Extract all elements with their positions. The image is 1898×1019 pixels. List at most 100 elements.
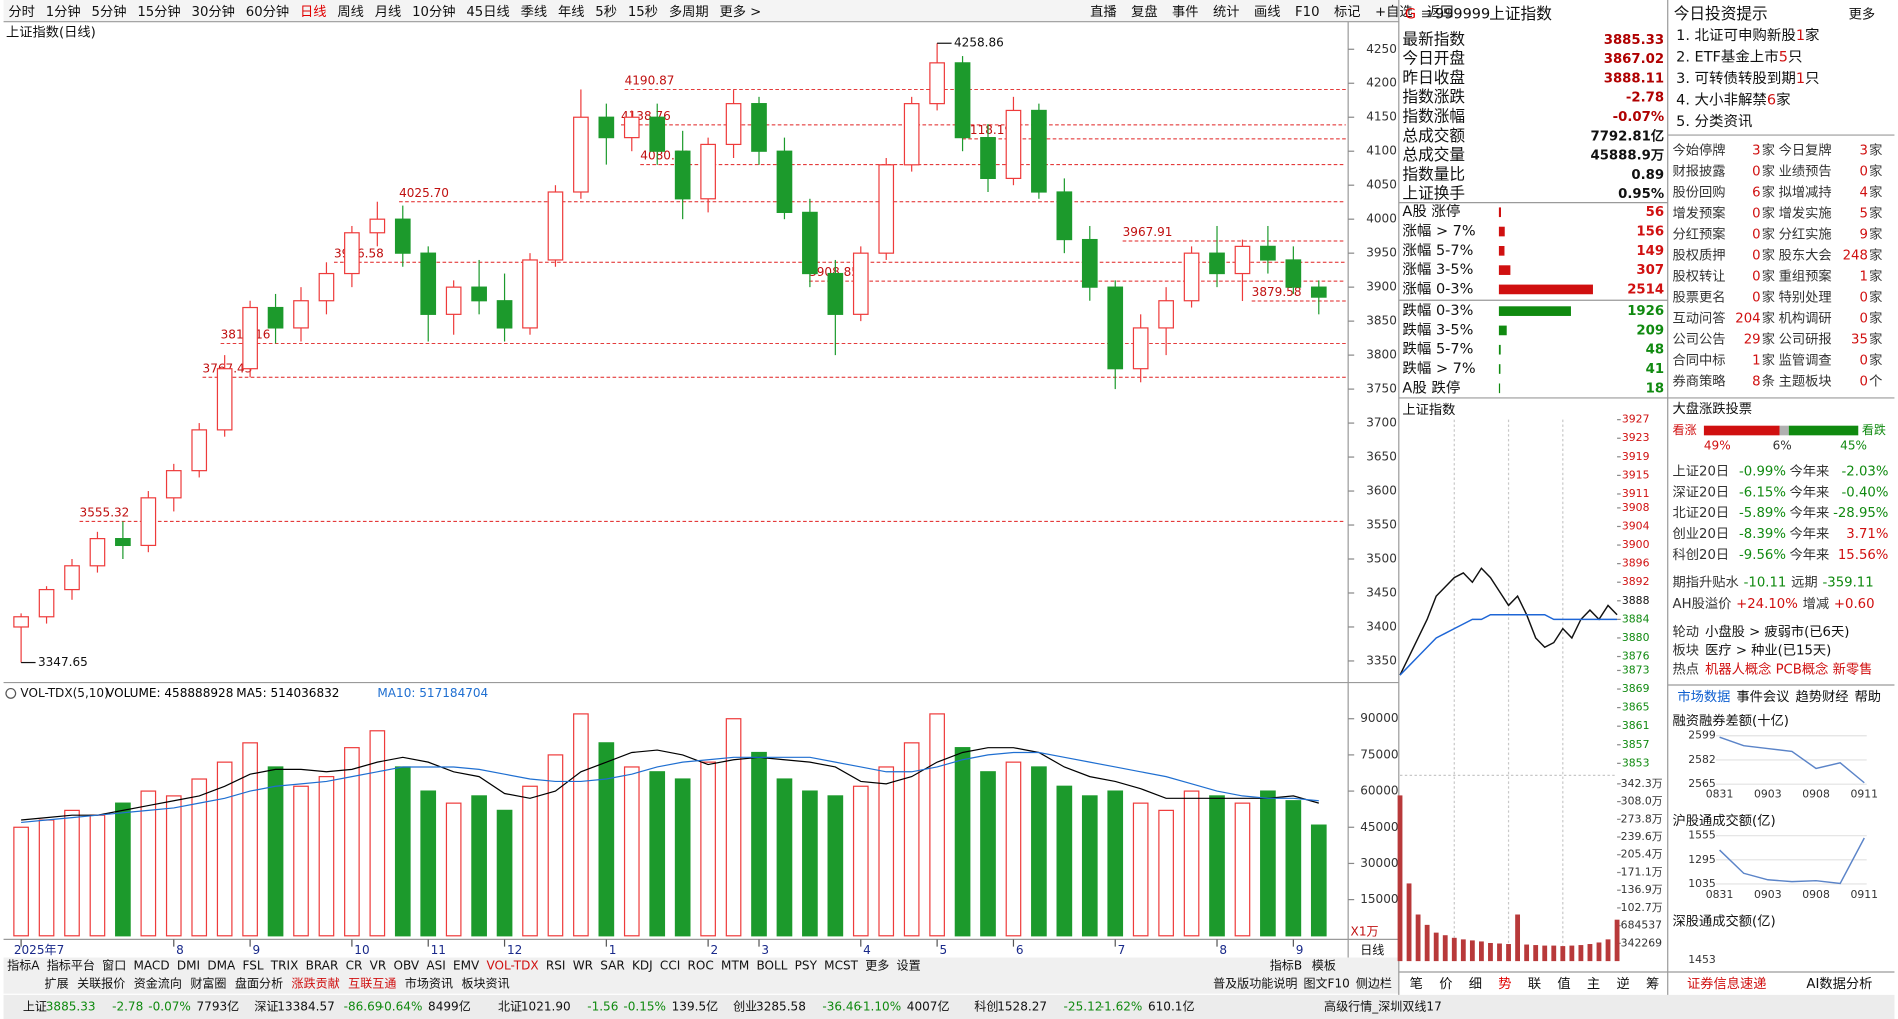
y-tick-label: 3950 xyxy=(1366,246,1397,260)
indicator-tab[interactable]: CCI xyxy=(660,958,680,972)
indicator-tab[interactable]: 指标平台 xyxy=(47,957,95,972)
tips-tab[interactable]: 帮助 xyxy=(1855,689,1882,705)
sub-tab[interactable]: 互联互通 xyxy=(348,977,396,991)
quote-tab[interactable]: 价 xyxy=(1439,977,1452,992)
tips-tab[interactable]: 事件会议 xyxy=(1736,689,1789,705)
sub-tab[interactable]: 关联报价 xyxy=(77,976,125,991)
indicator-tab[interactable]: 指标A xyxy=(7,957,40,972)
indicator-tab[interactable]: PSY xyxy=(795,958,818,972)
quote-tab[interactable]: 主 xyxy=(1587,976,1600,992)
indicator-tab[interactable]: KDJ xyxy=(632,958,653,972)
period-tab[interactable]: 15分钟 xyxy=(137,3,180,20)
indicator-tab[interactable]: 指标B xyxy=(1270,957,1302,972)
more-link[interactable]: 更多 xyxy=(1849,5,1876,22)
quote-tab[interactable]: 值 xyxy=(1557,976,1570,992)
indicator-tab[interactable]: ROC xyxy=(688,958,714,972)
tips-tab[interactable]: 市场数据 xyxy=(1677,688,1730,705)
period-tab[interactable]: 5秒 xyxy=(595,4,617,20)
indicator-tab[interactable]: WR xyxy=(573,958,594,972)
indicator-tab[interactable]: EMV xyxy=(453,958,480,972)
return-value: -9.56% xyxy=(1739,548,1786,563)
period-tab[interactable]: 更多 > xyxy=(719,3,761,20)
indicator-tab[interactable]: FSL xyxy=(242,958,263,972)
tool-button[interactable]: +自选 xyxy=(1375,4,1413,20)
sub-tab[interactable]: 资金流向 xyxy=(134,976,182,991)
candle-body xyxy=(751,103,767,152)
tool-button[interactable]: 复盘 xyxy=(1131,3,1158,20)
indicator-tab[interactable]: BOLL xyxy=(756,958,787,972)
sub-tab[interactable]: 扩展 xyxy=(45,977,69,991)
period-tab[interactable]: 1分钟 xyxy=(46,3,81,20)
menu-icon[interactable]: ≡ xyxy=(1421,6,1433,22)
tips-tab[interactable]: 趋势财经 xyxy=(1795,689,1848,705)
tip-item[interactable]: 2. ETF基金上市 xyxy=(1676,49,1779,66)
sub-tab[interactable]: 普及版功能说明 xyxy=(1213,976,1297,991)
event-label: 股东大会 xyxy=(1779,248,1832,264)
tip-item[interactable]: 1. 北证可申购新股 xyxy=(1676,27,1796,44)
quote-tab[interactable]: 筹 xyxy=(1646,975,1659,992)
indicator-tab[interactable]: BRAR xyxy=(306,958,339,972)
period-tab[interactable]: 季线 xyxy=(521,4,548,20)
indicator-tab[interactable]: VOL-TDX xyxy=(487,958,539,972)
sub-tab[interactable]: 盘面分析 xyxy=(235,976,283,991)
period-tab[interactable]: 年线 xyxy=(558,4,585,20)
period-tab[interactable]: 15秒 xyxy=(628,4,658,20)
period-tab[interactable]: 多周期 xyxy=(669,3,709,20)
indicator-tab[interactable]: 窗口 xyxy=(102,958,126,972)
indicator-tab[interactable]: DMI xyxy=(177,958,200,972)
period-tab[interactable]: 60分钟 xyxy=(246,3,289,20)
indicator-tab[interactable]: VR xyxy=(370,958,387,972)
tip-item[interactable]: 3. 可转债转股到期 xyxy=(1676,70,1796,87)
sub-tab[interactable]: 图文F10 xyxy=(1303,976,1349,991)
sub-tab[interactable]: 市场资讯 xyxy=(405,976,453,991)
tool-button[interactable]: 直播 xyxy=(1090,4,1117,20)
period-tab[interactable]: 10分钟 xyxy=(412,3,455,20)
indicator-tab[interactable]: DMA xyxy=(207,958,236,972)
quote-tab[interactable]: 逆 xyxy=(1616,976,1629,992)
status-price: 1021.90 xyxy=(521,999,571,1013)
period-tab[interactable]: 周线 xyxy=(337,4,364,20)
indicator-tab[interactable]: 设置 xyxy=(897,958,921,972)
indicator-tab[interactable]: RSI xyxy=(546,958,566,972)
indicator-tab[interactable]: 模板 xyxy=(1312,958,1336,972)
indicator-tab[interactable]: CR xyxy=(346,958,363,972)
period-tab[interactable]: 月线 xyxy=(375,4,402,20)
tool-button[interactable]: 标记 xyxy=(1334,4,1361,20)
footer-tab[interactable]: AI数据分析 xyxy=(1806,976,1872,992)
period-tab[interactable]: 5分钟 xyxy=(92,3,127,20)
tip-item: 家 xyxy=(1776,92,1790,109)
tool-button[interactable]: 画线 xyxy=(1254,4,1281,20)
sub-tab[interactable]: 财富圈 xyxy=(190,976,226,991)
indicator-tab[interactable]: MCST xyxy=(824,958,858,972)
indicator-tab[interactable]: ASI xyxy=(426,958,445,972)
sub-tab[interactable]: 涨跌贡献 xyxy=(292,976,340,991)
event-count: 248 xyxy=(1843,249,1868,264)
sub-tab[interactable]: 侧边栏 xyxy=(1356,976,1392,991)
tool-button[interactable]: 事件 xyxy=(1172,4,1199,20)
volume-bar xyxy=(623,766,640,937)
period-tab[interactable]: 日线 xyxy=(300,4,327,20)
footer-tab[interactable]: 证券信息速递 xyxy=(1687,975,1767,992)
tool-button[interactable]: 返回 xyxy=(1427,4,1454,20)
period-tab[interactable]: 30分钟 xyxy=(192,3,235,20)
quote-tab[interactable]: 笔 xyxy=(1410,976,1423,992)
breadth-label: 跌幅 3-5% xyxy=(1402,321,1473,338)
sub-tab[interactable]: 板块资讯 xyxy=(461,977,509,991)
tip-item[interactable]: 5. 分类资讯 xyxy=(1676,113,1752,130)
indicator-tab[interactable]: 更多 xyxy=(865,958,889,972)
quote-tab[interactable]: 细 xyxy=(1469,976,1482,992)
quote-tab[interactable]: 联 xyxy=(1528,976,1541,992)
period-tab[interactable]: 45日线 xyxy=(466,4,509,20)
indicator-tab[interactable]: SAR xyxy=(600,958,625,972)
status-amount: 610.1亿 xyxy=(1148,998,1195,1013)
period-tab[interactable]: 分时 xyxy=(8,4,35,20)
rotation-label: 板块 xyxy=(1673,643,1700,659)
tool-button[interactable]: F10 xyxy=(1295,5,1319,20)
indicator-tab[interactable]: MACD xyxy=(134,958,170,972)
indicator-tab[interactable]: MTM xyxy=(721,958,749,972)
indicator-tab[interactable]: OBV xyxy=(393,958,419,972)
quote-tab[interactable]: 势 xyxy=(1498,976,1511,992)
tip-item[interactable]: 4. 大小非解禁 xyxy=(1676,92,1767,109)
indicator-tab[interactable]: TRIX xyxy=(270,958,299,972)
tool-button[interactable]: 统计 xyxy=(1213,4,1240,20)
